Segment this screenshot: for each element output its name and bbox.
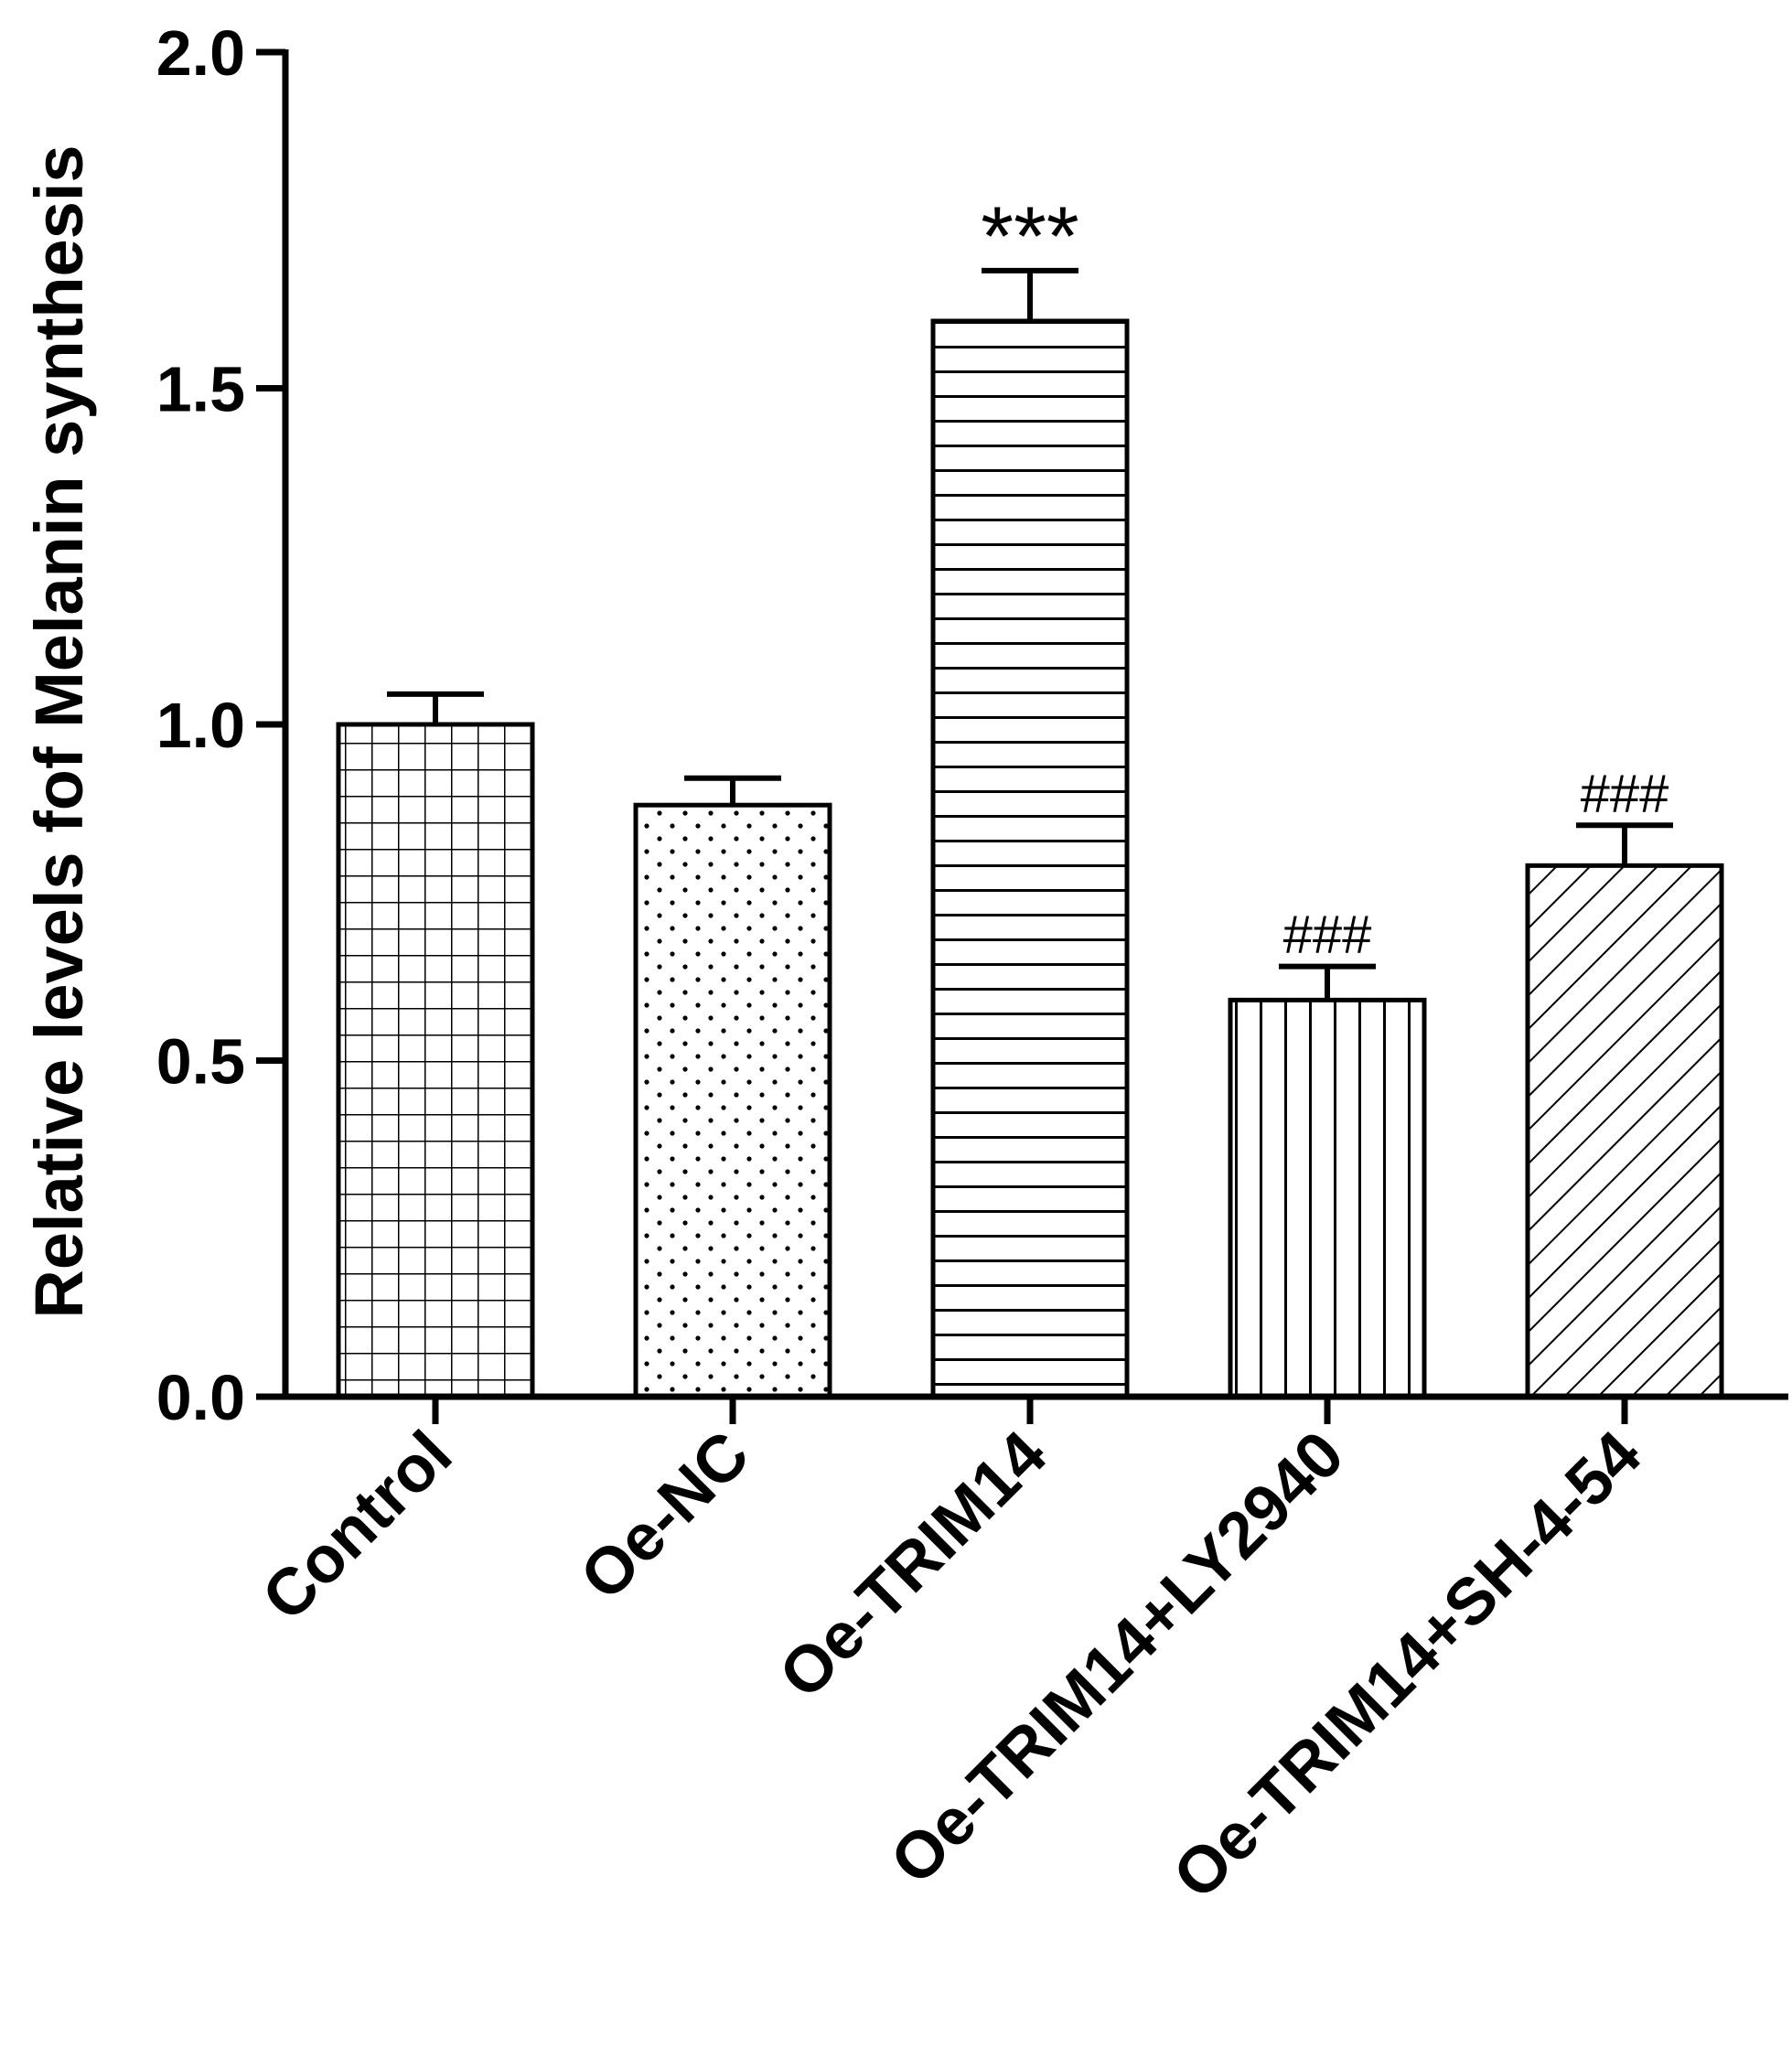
y-tick-label: 1.5 — [156, 354, 245, 425]
significance-label: *** — [981, 190, 1078, 284]
y-tick-label: 1.0 — [156, 690, 245, 761]
y-tick-label: 0.0 — [156, 1362, 245, 1433]
bar — [930, 318, 1130, 1399]
y-axis: 0.0 0.5 1.0 1.5 2.0 — [156, 17, 289, 1433]
annotations-layer: *** ### ### — [981, 190, 1669, 965]
bar — [1228, 997, 1427, 1399]
x-tick-label: Oe-NC — [566, 1418, 763, 1614]
y-tick-label: 0.5 — [156, 1026, 245, 1098]
significance-label: ### — [1581, 764, 1669, 823]
bar — [336, 722, 535, 1399]
y-tick-label: 2.0 — [156, 17, 245, 89]
bar — [1525, 863, 1724, 1399]
y-axis-title: Relative levels fof Melanin synthesis — [21, 145, 97, 1318]
x-tick-label: Control — [249, 1418, 467, 1635]
error-bars-layer — [387, 267, 1673, 1001]
x-tick-label: Oe-TRIM14 — [766, 1418, 1060, 1712]
bar — [633, 802, 832, 1399]
x-axis: Control Oe-NC Oe-TRIM14Oe-TRIM14+LY2940Oe-… — [249, 1393, 1788, 1913]
significance-label: ### — [1283, 906, 1372, 965]
bars-layer — [336, 318, 1724, 1399]
